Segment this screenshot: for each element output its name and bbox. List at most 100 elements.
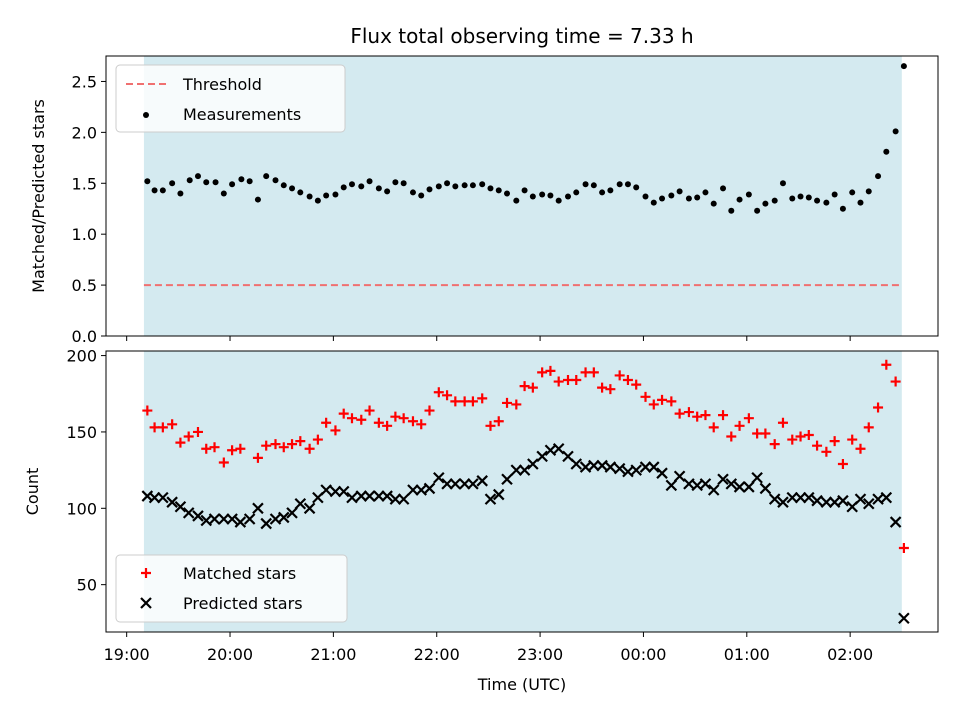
data-point (452, 183, 459, 190)
data-point (159, 187, 166, 194)
data-point (175, 437, 186, 448)
data-point (745, 191, 752, 198)
ratio-points (144, 63, 907, 214)
data-point (426, 186, 433, 193)
data-point (487, 185, 494, 192)
data-point (260, 517, 272, 530)
data-point (297, 189, 304, 196)
data-point (527, 382, 538, 393)
data-point (733, 481, 746, 493)
x-tick-label: 01:00 (724, 645, 770, 664)
data-point (166, 496, 178, 508)
data-point (469, 182, 476, 189)
data-point (373, 490, 385, 502)
data-point (392, 179, 399, 186)
data-point (883, 148, 890, 155)
data-point (873, 402, 884, 413)
legend-frame (115, 64, 346, 133)
data-point (303, 502, 316, 515)
data-point (642, 193, 649, 200)
data-point (493, 416, 504, 427)
data-point (203, 179, 210, 186)
data-point (779, 180, 786, 187)
data-point (588, 367, 599, 378)
data-point (794, 491, 807, 504)
data-point (441, 478, 453, 490)
legend-matched-swatch (141, 568, 151, 578)
data-point (227, 445, 238, 456)
y-tick-label: 2.0 (72, 123, 97, 142)
data-point (880, 491, 893, 504)
data-point (639, 461, 652, 473)
data-point (501, 473, 513, 486)
data-point (346, 413, 357, 424)
legend-measurements-swatch (143, 112, 149, 118)
data-point (892, 128, 899, 135)
count-frame (105, 350, 939, 633)
data-point (707, 484, 720, 496)
data-point (668, 192, 675, 199)
data-point (837, 459, 848, 470)
matched-points (142, 359, 909, 554)
y-tick-label: 1.0 (72, 225, 97, 244)
data-point (306, 193, 313, 200)
data-point (789, 195, 796, 202)
data-point (323, 192, 330, 199)
data-point (768, 493, 781, 505)
data-point (666, 396, 677, 407)
data-point (270, 439, 281, 450)
y-tick-label: 0.0 (72, 327, 97, 346)
data-point (390, 411, 401, 422)
data-point (157, 422, 168, 433)
data-point (169, 180, 176, 187)
data-point (743, 413, 754, 424)
data-point (246, 178, 253, 185)
data-point (820, 496, 833, 508)
data-point (633, 184, 640, 191)
data-point (252, 502, 264, 515)
legend-predicted-label: Predicted stars (183, 594, 303, 613)
data-point (476, 475, 488, 487)
data-point (787, 434, 798, 445)
data-point (889, 516, 902, 528)
data-point (407, 416, 418, 427)
legend-matched-label: Matched stars (183, 564, 296, 583)
data-point (683, 407, 694, 418)
data-point (521, 187, 528, 194)
data-point (477, 393, 488, 404)
y-tick-label: 50 (77, 576, 97, 595)
data-point (157, 491, 169, 504)
data-point (837, 494, 849, 507)
data-point (286, 507, 298, 519)
data-point (407, 484, 419, 496)
data-point (243, 513, 256, 525)
ratio-panel: 0.0 0.5 1.0 1.5 2.0 2.5 Matched/Predicted sta… (29, 55, 939, 346)
data-point (863, 422, 874, 433)
data-point (622, 375, 633, 386)
data-point (570, 458, 583, 470)
x-tick-label: 02:00 (827, 645, 873, 664)
data-point (458, 478, 471, 490)
data-point (847, 434, 858, 445)
x-tick-label: 21:00 (310, 645, 356, 664)
data-point (898, 612, 910, 625)
data-point (363, 490, 376, 502)
data-point (725, 478, 738, 490)
data-point (513, 197, 520, 204)
data-point (435, 183, 442, 190)
data-point (234, 516, 247, 528)
data-point (312, 434, 323, 445)
data-point (192, 426, 203, 437)
legend-measurements-label: Measurements (183, 105, 301, 124)
data-point (821, 446, 832, 457)
data-point (855, 443, 866, 454)
data-point (263, 173, 270, 180)
data-point (547, 192, 554, 199)
data-point (479, 181, 486, 188)
ratio-x-ticks (126, 336, 851, 341)
count-y-label: Count (23, 468, 42, 516)
data-point (720, 185, 727, 192)
data-point (803, 429, 814, 440)
data-point (803, 491, 815, 504)
